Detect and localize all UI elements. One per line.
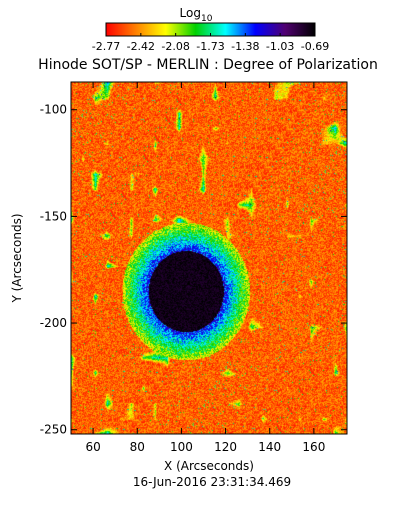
- x-axis-ticks: 60 80 100 120 140 160: [85, 82, 325, 454]
- y-tick-label: -100: [40, 103, 67, 117]
- x-tick-label: 120: [214, 440, 237, 454]
- y-tick-label: -250: [40, 423, 67, 437]
- colorbar-label: Log10: [180, 6, 213, 24]
- colorbar-ticks: -2.77 -2.42 -2.08 -1.73 -1.38 -1.03 -0.69: [92, 33, 329, 53]
- chart-title: Hinode SOT/SP - MERLIN : Degree of Polar…: [38, 57, 378, 73]
- heatmap-plot-area: 60 80 100 120 140 160 -100 -150 -200 -250: [40, 81, 348, 454]
- x-tick-label: 100: [170, 440, 193, 454]
- colorbar-tick-label: -2.42: [127, 40, 155, 53]
- colorbar-tick-label: -2.77: [92, 40, 120, 53]
- colorbar: Log10 -2.77 -2.42 -2.08 -1.73 -1.38 -1.03 -0.6…: [92, 6, 329, 53]
- timestamp: 16-Jun-2016 23:31:34.469: [133, 475, 291, 489]
- y-tick-label: -150: [40, 209, 67, 223]
- colorbar-tick-label: -2.08: [161, 40, 189, 53]
- colorbar-tick-label: -1.03: [266, 40, 294, 53]
- x-tick-label: 160: [302, 440, 325, 454]
- colorbar-tick-label: -1.73: [196, 40, 224, 53]
- colorbar-tick-label: -0.69: [301, 40, 329, 53]
- y-axis-ticks: -100 -150 -200 -250: [40, 103, 347, 437]
- x-tick-label: 80: [130, 440, 145, 454]
- plot-frame: [70, 81, 348, 435]
- y-tick-label: -200: [40, 316, 67, 330]
- x-tick-label: 140: [258, 440, 281, 454]
- heatmap-image: [71, 82, 347, 434]
- x-tick-label: 60: [85, 440, 100, 454]
- colorbar-tick-label: -1.38: [231, 40, 259, 53]
- x-axis-label: X (Arcseconds): [164, 459, 254, 473]
- y-axis-label: Y (Arcseconds): [10, 213, 24, 303]
